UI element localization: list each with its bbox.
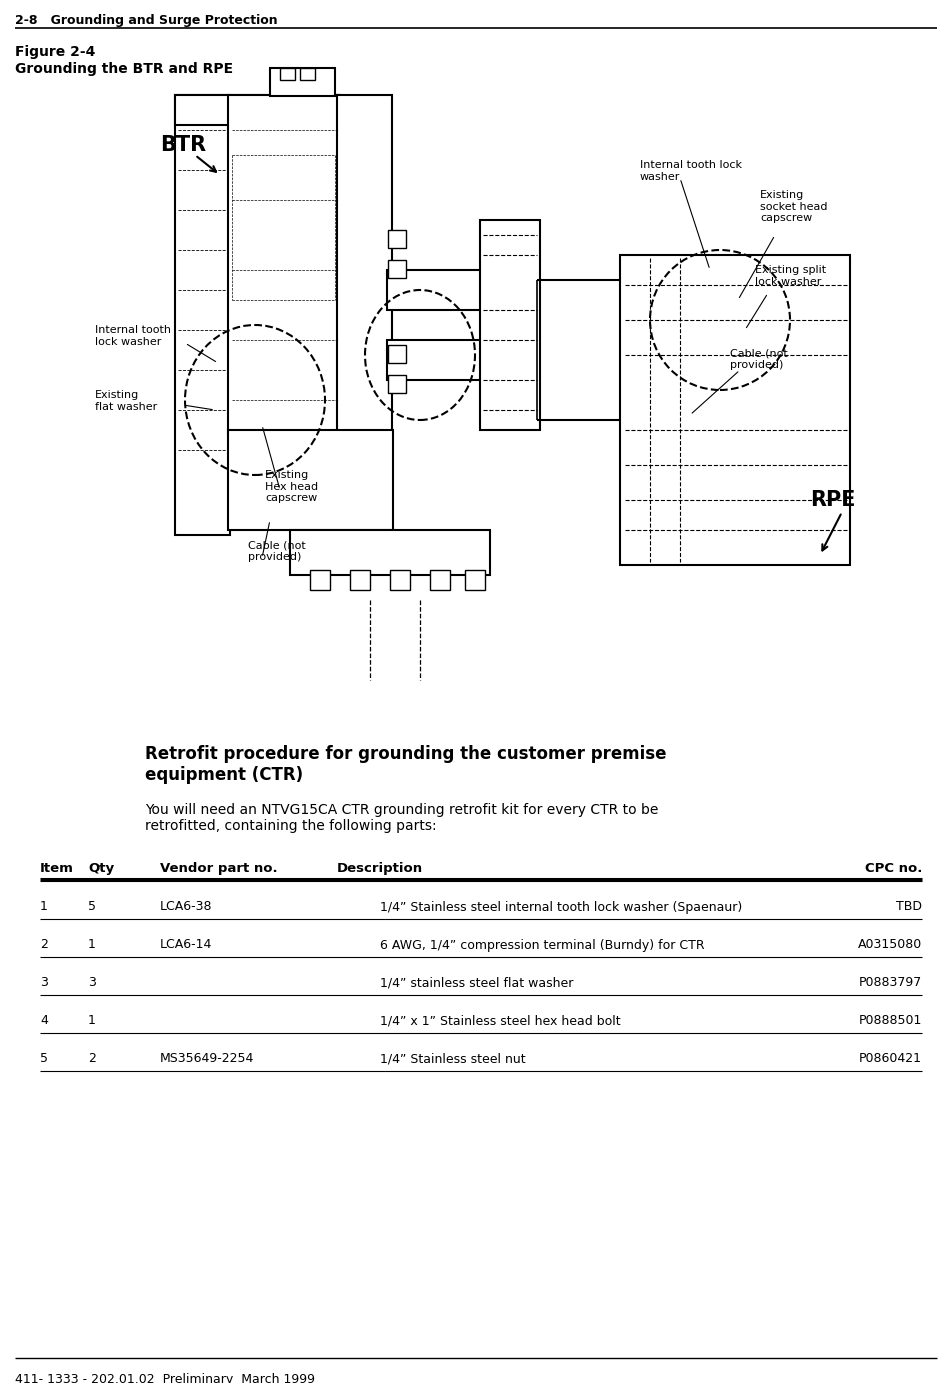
Text: P0888501: P0888501 bbox=[859, 1015, 922, 1028]
Bar bbox=[300, 68, 315, 80]
Text: 3: 3 bbox=[88, 976, 96, 989]
Bar bbox=[388, 260, 406, 278]
Text: 5: 5 bbox=[40, 1052, 48, 1065]
Bar bbox=[388, 344, 406, 362]
Text: 1/4” stainless steel flat washer: 1/4” stainless steel flat washer bbox=[380, 976, 573, 989]
Text: Existing split
lock washer: Existing split lock washer bbox=[755, 266, 826, 286]
Text: Internal tooth
lock washer: Internal tooth lock washer bbox=[95, 325, 171, 347]
Text: 6 AWG, 1/4” compression terminal (Burndy) for CTR: 6 AWG, 1/4” compression terminal (Burndy… bbox=[380, 939, 704, 952]
Bar bbox=[280, 68, 295, 80]
Text: MS35649-2254: MS35649-2254 bbox=[160, 1052, 254, 1065]
Text: Retrofit procedure for grounding the customer premise
equipment (CTR): Retrofit procedure for grounding the cus… bbox=[145, 745, 666, 784]
Bar bbox=[387, 340, 487, 380]
Text: Qty: Qty bbox=[88, 862, 114, 875]
Bar bbox=[175, 95, 340, 124]
Bar bbox=[387, 270, 487, 310]
Text: Figure 2-4: Figure 2-4 bbox=[15, 46, 95, 59]
Bar bbox=[310, 570, 330, 591]
Bar bbox=[620, 254, 850, 566]
Text: RPE: RPE bbox=[810, 490, 856, 510]
Text: Item: Item bbox=[40, 862, 74, 875]
Text: 411- 1333 - 202.01.02  Preliminary  March 1999: 411- 1333 - 202.01.02 Preliminary March … bbox=[15, 1373, 315, 1383]
Bar bbox=[430, 570, 450, 591]
Text: 5: 5 bbox=[88, 900, 96, 914]
Bar bbox=[350, 570, 370, 591]
Text: Existing
socket head
capscrew: Existing socket head capscrew bbox=[760, 189, 827, 223]
Bar bbox=[337, 95, 392, 436]
Bar bbox=[228, 95, 340, 436]
Text: Grounding the BTR and RPE: Grounding the BTR and RPE bbox=[15, 62, 233, 76]
Text: P0860421: P0860421 bbox=[859, 1052, 922, 1065]
Text: Vendor part no.: Vendor part no. bbox=[160, 862, 278, 875]
Text: TBD: TBD bbox=[896, 900, 922, 914]
Text: 1/4” x 1” Stainless steel hex head bolt: 1/4” x 1” Stainless steel hex head bolt bbox=[380, 1015, 621, 1028]
Text: LCA6-14: LCA6-14 bbox=[160, 939, 212, 952]
Text: 1/4” Stainless steel nut: 1/4” Stainless steel nut bbox=[380, 1052, 526, 1065]
Bar bbox=[388, 230, 406, 248]
Text: CPC no.: CPC no. bbox=[864, 862, 922, 875]
Bar bbox=[228, 430, 393, 530]
Text: Cable (not
provided): Cable (not provided) bbox=[248, 539, 306, 561]
Text: 1/4” Stainless steel internal tooth lock washer (Spaenaur): 1/4” Stainless steel internal tooth lock… bbox=[380, 900, 743, 914]
Text: LCA6-38: LCA6-38 bbox=[160, 900, 212, 914]
Text: You will need an NTVG15CA CTR grounding retrofit kit for every CTR to be
retrofi: You will need an NTVG15CA CTR grounding … bbox=[145, 804, 659, 833]
Bar bbox=[290, 530, 490, 575]
Text: 1: 1 bbox=[40, 900, 48, 914]
Text: 1: 1 bbox=[88, 939, 96, 952]
Bar bbox=[388, 375, 406, 393]
Text: BTR: BTR bbox=[160, 136, 207, 155]
Bar bbox=[270, 68, 335, 95]
Text: 2-8   Grounding and Surge Protection: 2-8 Grounding and Surge Protection bbox=[15, 14, 278, 28]
Text: 3: 3 bbox=[40, 976, 48, 989]
Bar bbox=[480, 220, 540, 430]
Text: 1: 1 bbox=[88, 1015, 96, 1028]
Text: 4: 4 bbox=[40, 1015, 48, 1028]
Text: Description: Description bbox=[337, 862, 423, 875]
Text: Cable (not
provided): Cable (not provided) bbox=[730, 349, 787, 369]
Text: Existing
flat washer: Existing flat washer bbox=[95, 390, 157, 412]
Text: A0315080: A0315080 bbox=[858, 939, 922, 952]
Text: 2: 2 bbox=[88, 1052, 96, 1065]
Text: P0883797: P0883797 bbox=[859, 976, 922, 989]
Bar bbox=[390, 570, 410, 591]
Bar bbox=[465, 570, 485, 591]
Text: Existing
Hex head
capscrew: Existing Hex head capscrew bbox=[265, 470, 318, 503]
Bar bbox=[175, 95, 230, 535]
Text: Internal tooth lock
washer: Internal tooth lock washer bbox=[640, 160, 742, 181]
Text: 2: 2 bbox=[40, 939, 48, 952]
